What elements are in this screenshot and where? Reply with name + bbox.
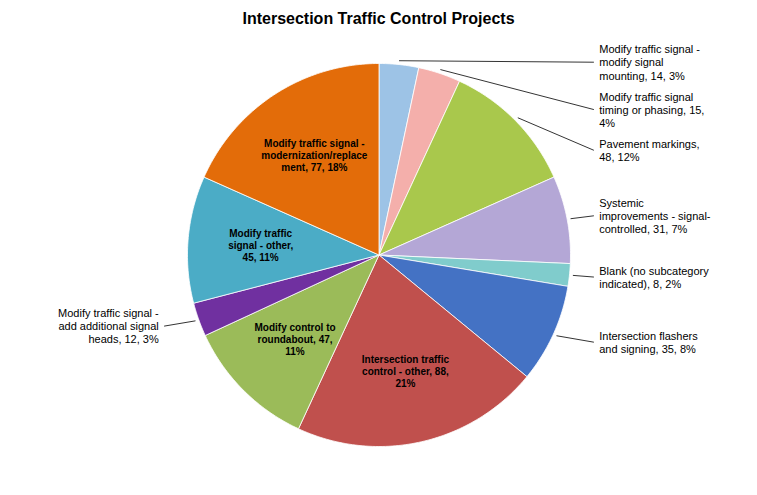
svg-text:Modify control toroundabout, 4: Modify control toroundabout, 47,11% <box>254 322 335 357</box>
svg-text:Modify traffic signal -moderni: Modify traffic signal -modernization/rep… <box>261 138 368 173</box>
html-text:Intersection Traffic Control P: Intersection Traffic Control Projects <box>242 10 515 27</box>
svg-text:Intersection trafficcontrol -: Intersection trafficcontrol - other, 88,… <box>362 354 450 389</box>
svg-text:Modify trafficsignal - other,4: Modify trafficsignal - other,45, 11% <box>228 228 293 263</box>
svg-text:Modify traffic signal -modify: Modify traffic signal -modify signalmoun… <box>599 43 700 81</box>
svg-text:Intersection flashersand signi: Intersection flashersand signing, 35, 8% <box>599 330 698 355</box>
svg-text:Systemicimprovements - signal-: Systemicimprovements - signal-controlled… <box>599 197 711 235</box>
svg-text:Pavement markings,48, 12%: Pavement markings,48, 12% <box>599 138 699 163</box>
svg-text:Modify traffic signal -add add: Modify traffic signal -add additional si… <box>58 307 159 345</box>
svg-text:Modify traffic signaltiming or: Modify traffic signaltiming or phasing, … <box>599 90 704 128</box>
svg-text:Blank (no subcategoryindicated: Blank (no subcategoryindicated), 8, 2% <box>599 265 709 290</box>
